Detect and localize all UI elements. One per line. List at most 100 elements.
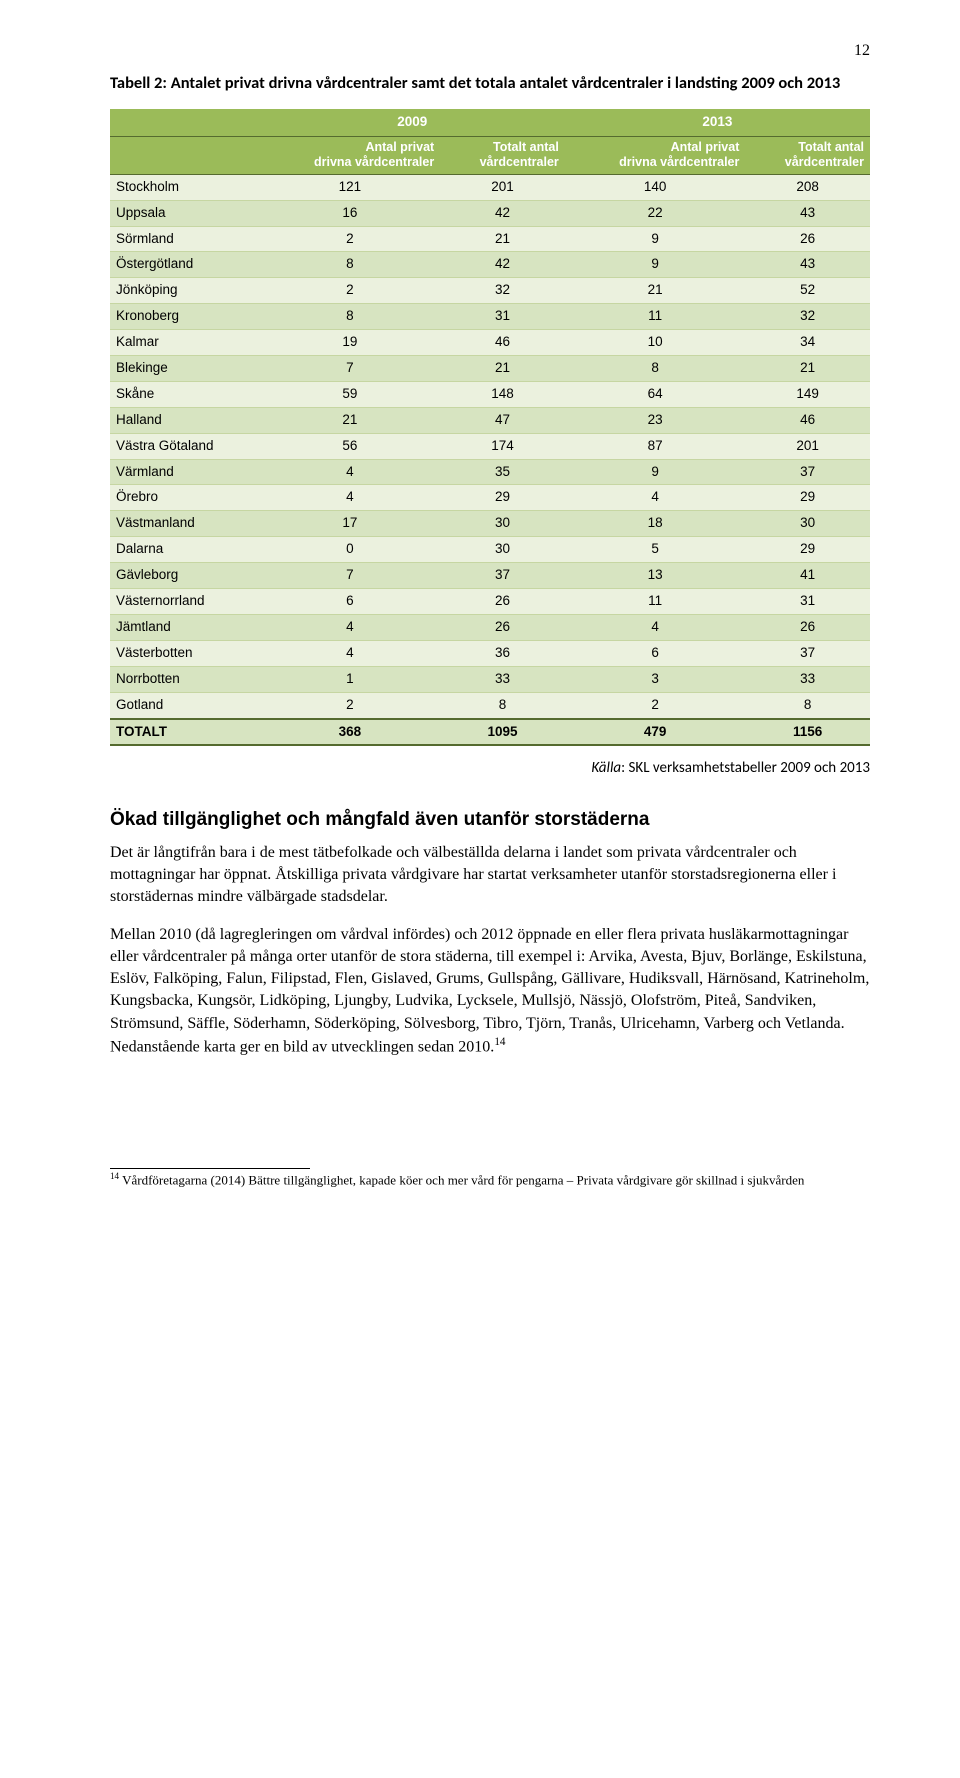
row-value: 21 bbox=[440, 356, 565, 382]
row-value: 149 bbox=[745, 381, 870, 407]
table-row: Stockholm121201140208 bbox=[110, 174, 870, 200]
subhead-c1: Antal privat drivna vårdcentraler bbox=[260, 136, 441, 174]
row-label: Jönköping bbox=[110, 278, 260, 304]
row-value: 35 bbox=[440, 459, 565, 485]
row-value: 3 bbox=[565, 666, 746, 692]
subhead-c2-l1: Totalt antal bbox=[493, 140, 559, 154]
row-value: 21 bbox=[440, 226, 565, 252]
row-label: Dalarna bbox=[110, 537, 260, 563]
table-source: Källa: SKL verksamhetstabeller 2009 och … bbox=[110, 758, 870, 779]
table-row: Sörmland221926 bbox=[110, 226, 870, 252]
row-label: Gotland bbox=[110, 692, 260, 718]
page-number: 12 bbox=[110, 40, 870, 62]
row-value: 33 bbox=[440, 666, 565, 692]
row-value: 21 bbox=[260, 407, 441, 433]
footnote-number: 14 bbox=[110, 1171, 119, 1181]
total-value: 1095 bbox=[440, 719, 565, 746]
row-value: 121 bbox=[260, 174, 441, 200]
table-row: Kalmar19461034 bbox=[110, 330, 870, 356]
row-value: 4 bbox=[260, 640, 441, 666]
row-value: 22 bbox=[565, 200, 746, 226]
footnote-text: Vårdföretagarna (2014) Bättre tillgängli… bbox=[119, 1172, 804, 1187]
row-value: 9 bbox=[565, 252, 746, 278]
source-text: : SKL verksamhetstabeller 2009 och 2013 bbox=[621, 759, 870, 777]
row-value: 26 bbox=[440, 589, 565, 615]
year-2013-header: 2013 bbox=[565, 109, 870, 136]
row-value: 8 bbox=[260, 304, 441, 330]
row-label: Västmanland bbox=[110, 511, 260, 537]
paragraph-2: Mellan 2010 (då lagregleringen om vårdva… bbox=[110, 924, 870, 1058]
row-value: 46 bbox=[440, 330, 565, 356]
table-row: Blekinge721821 bbox=[110, 356, 870, 382]
row-value: 2 bbox=[260, 692, 441, 718]
row-value: 17 bbox=[260, 511, 441, 537]
row-label: Blekinge bbox=[110, 356, 260, 382]
table-row: Västmanland17301830 bbox=[110, 511, 870, 537]
table-row: Värmland435937 bbox=[110, 459, 870, 485]
row-value: 4 bbox=[565, 485, 746, 511]
row-value: 29 bbox=[745, 537, 870, 563]
table-row: Uppsala16422243 bbox=[110, 200, 870, 226]
row-value: 23 bbox=[565, 407, 746, 433]
subhead-c4-l2: vårdcentraler bbox=[785, 155, 864, 169]
row-value: 37 bbox=[440, 563, 565, 589]
table-sub-header-row: Antal privat drivna vårdcentraler Totalt… bbox=[110, 136, 870, 174]
row-value: 208 bbox=[745, 174, 870, 200]
row-value: 1 bbox=[260, 666, 441, 692]
paragraph-2-text: Mellan 2010 (då lagregleringen om vårdva… bbox=[110, 926, 869, 1055]
table-year-header-row: 2009 2013 bbox=[110, 109, 870, 136]
table-row: Västernorrland6261131 bbox=[110, 589, 870, 615]
row-value: 30 bbox=[440, 511, 565, 537]
subhead-c3-l2: drivna vårdcentraler bbox=[619, 155, 739, 169]
row-label: Kalmar bbox=[110, 330, 260, 356]
row-value: 30 bbox=[440, 537, 565, 563]
row-value: 10 bbox=[565, 330, 746, 356]
row-value: 4 bbox=[260, 485, 441, 511]
row-value: 7 bbox=[260, 563, 441, 589]
footnote-ref: 14 bbox=[494, 1036, 505, 1048]
table-row: Halland21472346 bbox=[110, 407, 870, 433]
table-row: Västerbotten436637 bbox=[110, 640, 870, 666]
row-value: 32 bbox=[440, 278, 565, 304]
section-heading: Ökad tillgänglighet och mångfald även ut… bbox=[110, 807, 870, 834]
table-row: Jämtland426426 bbox=[110, 614, 870, 640]
row-value: 5 bbox=[565, 537, 746, 563]
row-value: 32 bbox=[745, 304, 870, 330]
table-total-row: TOTALT36810954791156 bbox=[110, 719, 870, 746]
row-value: 16 bbox=[260, 200, 441, 226]
row-value: 26 bbox=[440, 614, 565, 640]
subhead-blank bbox=[110, 136, 260, 174]
row-value: 2 bbox=[260, 278, 441, 304]
data-table: 2009 2013 Antal privat drivna vårdcentra… bbox=[110, 109, 870, 747]
table-row: Dalarna030529 bbox=[110, 537, 870, 563]
subhead-c4: Totalt antal vårdcentraler bbox=[745, 136, 870, 174]
row-value: 36 bbox=[440, 640, 565, 666]
subhead-c3: Antal privat drivna vårdcentraler bbox=[565, 136, 746, 174]
row-value: 47 bbox=[440, 407, 565, 433]
row-label: Örebro bbox=[110, 485, 260, 511]
row-value: 4 bbox=[565, 614, 746, 640]
row-value: 52 bbox=[745, 278, 870, 304]
row-value: 42 bbox=[440, 200, 565, 226]
row-value: 59 bbox=[260, 381, 441, 407]
footnote-divider bbox=[110, 1168, 310, 1169]
table-row: Örebro429429 bbox=[110, 485, 870, 511]
row-value: 6 bbox=[565, 640, 746, 666]
row-label: Uppsala bbox=[110, 200, 260, 226]
header-blank bbox=[110, 109, 260, 136]
row-value: 21 bbox=[745, 356, 870, 382]
row-value: 30 bbox=[745, 511, 870, 537]
row-value: 8 bbox=[440, 692, 565, 718]
source-prefix: Källa bbox=[591, 759, 621, 777]
subhead-c4-l1: Totalt antal bbox=[798, 140, 864, 154]
row-label: Gävleborg bbox=[110, 563, 260, 589]
total-value: 368 bbox=[260, 719, 441, 746]
table-row: Västra Götaland5617487201 bbox=[110, 433, 870, 459]
row-label: Västernorrland bbox=[110, 589, 260, 615]
row-value: 37 bbox=[745, 640, 870, 666]
row-value: 140 bbox=[565, 174, 746, 200]
row-value: 87 bbox=[565, 433, 746, 459]
subhead-c2: Totalt antal vårdcentraler bbox=[440, 136, 565, 174]
table-row: Kronoberg8311132 bbox=[110, 304, 870, 330]
row-value: 4 bbox=[260, 614, 441, 640]
